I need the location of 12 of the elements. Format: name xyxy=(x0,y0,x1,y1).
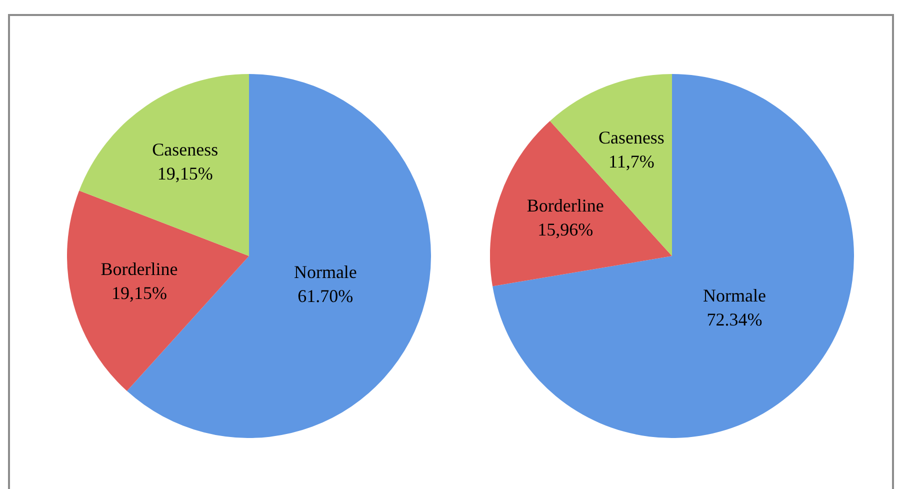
slice-label: Normale xyxy=(703,286,766,306)
data-label: 11,7% xyxy=(608,151,654,172)
data-label: 19,15% xyxy=(111,282,167,303)
slice-label: Normale xyxy=(294,262,357,282)
data-label: 19,15% xyxy=(157,164,213,184)
data-label: 72.34% xyxy=(706,310,762,330)
data-label: 61.70% xyxy=(298,286,354,306)
slice-label: Borderline xyxy=(526,196,604,216)
slice-label: Caseness xyxy=(598,127,664,148)
slice-label: Caseness xyxy=(152,140,218,160)
slice-label: Borderline xyxy=(100,258,178,279)
data-label: 15,96% xyxy=(538,220,594,240)
